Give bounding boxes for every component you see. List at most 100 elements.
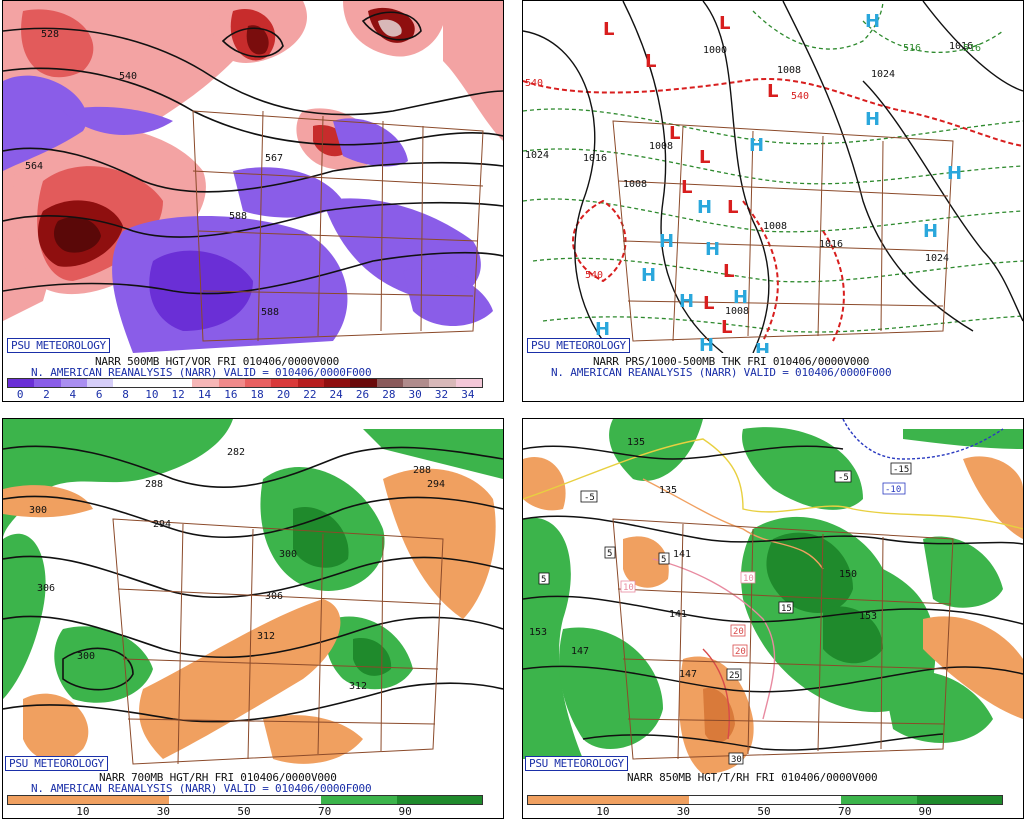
state-border [257, 110, 424, 342]
thickness-label: 516 [903, 43, 921, 54]
colorbar-segment [113, 379, 140, 387]
temp-label: 20 [733, 627, 744, 637]
low-pressure-symbol: L [723, 261, 734, 282]
low-pressure-symbol: L [703, 293, 714, 314]
thickness-label: 540 [585, 270, 603, 281]
neg-vort-region [403, 268, 493, 326]
colorbar-tick-label: 30 [408, 388, 422, 401]
contour-label: 288 [145, 479, 163, 490]
height-contour [523, 515, 1023, 545]
thickness-contour [523, 108, 1023, 145]
colorbar-segment [60, 379, 87, 387]
isotherm [842, 419, 1004, 460]
height-contour [523, 665, 1023, 693]
rh-moist-region [3, 419, 233, 539]
contour-label: 540 [119, 71, 137, 82]
temp-label: -5 [584, 493, 595, 503]
isotherm [652, 558, 776, 720]
map-pressure-thickness: 1000 1008 1024 1016 1008 1008 1008 1016 … [523, 1, 1023, 353]
panel-pressure-thickness: 1000 1008 1024 1016 1008 1008 1008 1016 … [522, 0, 1024, 402]
colorbar-tick-label: 22 [303, 388, 317, 401]
colorbar-tick-label: 6 [95, 388, 103, 401]
colorbar-segment [689, 796, 841, 804]
high-pressure-symbol: H [679, 291, 694, 312]
thickness-540-line [742, 200, 779, 342]
contour-label: 306 [265, 591, 283, 602]
panel-500mb-vorticity: 528 540 564 567 588 588 PSU METEOROLOGY … [2, 0, 504, 402]
rh-colorbar [527, 795, 1003, 805]
psu-badge: PSU METEOROLOGY [527, 338, 630, 353]
colorbar-segment [376, 379, 403, 387]
panel-title-line: NARR PRS/1000-500MB THK FRI 010406/0000V… [593, 355, 870, 368]
contour-label: 141 [669, 609, 687, 620]
colorbar-segment [297, 379, 324, 387]
isobar-label: 1008 [777, 65, 801, 76]
contour-label: 588 [261, 307, 279, 318]
isobar-label: 1024 [525, 150, 549, 161]
contour-label: 150 [839, 569, 857, 580]
thickness-label: 540 [791, 91, 809, 102]
state-border [672, 125, 884, 342]
contour-labels: 135 135 141 141 147 147 153 153 150 [529, 437, 877, 680]
vorticity-colorbar-labels: 0 2 4 6 8 10 12 14 16 18 20 22 24 26 28 30 32 34 [7, 388, 481, 401]
rh-dry-region [703, 688, 735, 743]
contour-label: 135 [659, 485, 677, 496]
isobar-label: 1016 [583, 153, 607, 164]
colorbar-tick-label: 4 [69, 388, 77, 401]
panel-850mb-temp-rh: 135 135 141 141 147 147 153 153 150 -5 -… [522, 418, 1024, 819]
colorbar-tick-label: 26 [355, 388, 370, 401]
isobar-label: 1024 [925, 253, 949, 264]
rh-colorbar-labels: 10 30 50 70 90 [527, 805, 1001, 818]
psu-badge: PSU METEOROLOGY [525, 756, 628, 771]
rh-dry-region [963, 456, 1023, 539]
colorbar-segment [840, 796, 917, 804]
thickness-label: 516 [963, 43, 981, 54]
height-contour [3, 27, 503, 116]
colorbar-tick-label: 30 [156, 805, 171, 818]
colorbar-tick-label: 10 [76, 805, 90, 818]
colorbar-tick-label: 14 [197, 388, 212, 401]
thickness-contour [752, 1, 884, 50]
panel-700mb-rh: 282 288 288 294 294 300 300 306 306 312 … [2, 418, 504, 819]
state-border [192, 110, 484, 342]
height-contour [582, 733, 944, 751]
thickness-contour [532, 257, 1023, 283]
vort-region [378, 19, 402, 37]
colorbar-tick-label: 2 [43, 388, 50, 401]
thickness-contour [542, 315, 1023, 333]
contour-label: 300 [77, 651, 95, 662]
colorbar-segment [86, 379, 114, 387]
neg-vort-region [63, 106, 173, 135]
colorbar-tick-label: 18 [250, 388, 264, 401]
panel-title-line: NARR 850MB HGT/T/RH FRI 010406/0000V000 [627, 771, 878, 784]
low-pressure-symbol: L [645, 51, 656, 72]
contour-label: 564 [25, 161, 43, 172]
temp-label: -15 [893, 465, 909, 475]
colorbar-segment [8, 796, 170, 804]
low-pressure-symbol: L [699, 147, 710, 168]
isobar-label: 1008 [623, 179, 647, 190]
height-contour [3, 555, 503, 599]
state-border [117, 588, 442, 725]
colorbar-tick-label: 8 [122, 388, 129, 401]
height-contour [361, 11, 422, 41]
high-pressure-symbol: H [697, 197, 712, 218]
height-contour [3, 67, 503, 146]
temp-label: 30 [731, 755, 742, 765]
colorbar-tick-label: 10 [145, 388, 159, 401]
rh-dry-region [139, 599, 341, 759]
high-pressure-symbol: H [659, 231, 674, 252]
low-pressure-symbol: L [681, 177, 692, 198]
panel-subtitle-line: N. AMERICAN REANALYSIS (NARR) VALID = 01… [31, 366, 372, 379]
rh-moist-region [559, 627, 663, 749]
contour-label: 147 [571, 646, 589, 657]
height-contour [523, 595, 1023, 625]
colorbar-tick-label: 24 [329, 388, 343, 401]
state-border [612, 120, 954, 342]
thickness-contour [523, 198, 1023, 233]
isobar-label: 1008 [649, 141, 673, 152]
colorbar-segment [139, 379, 166, 387]
temperature-labels: -5 -5 5 5 5 10 10 15 20 20 25 30 -15 [538, 462, 912, 765]
isobar [862, 80, 1023, 322]
colorbar-tick-label: 50 [757, 805, 771, 818]
